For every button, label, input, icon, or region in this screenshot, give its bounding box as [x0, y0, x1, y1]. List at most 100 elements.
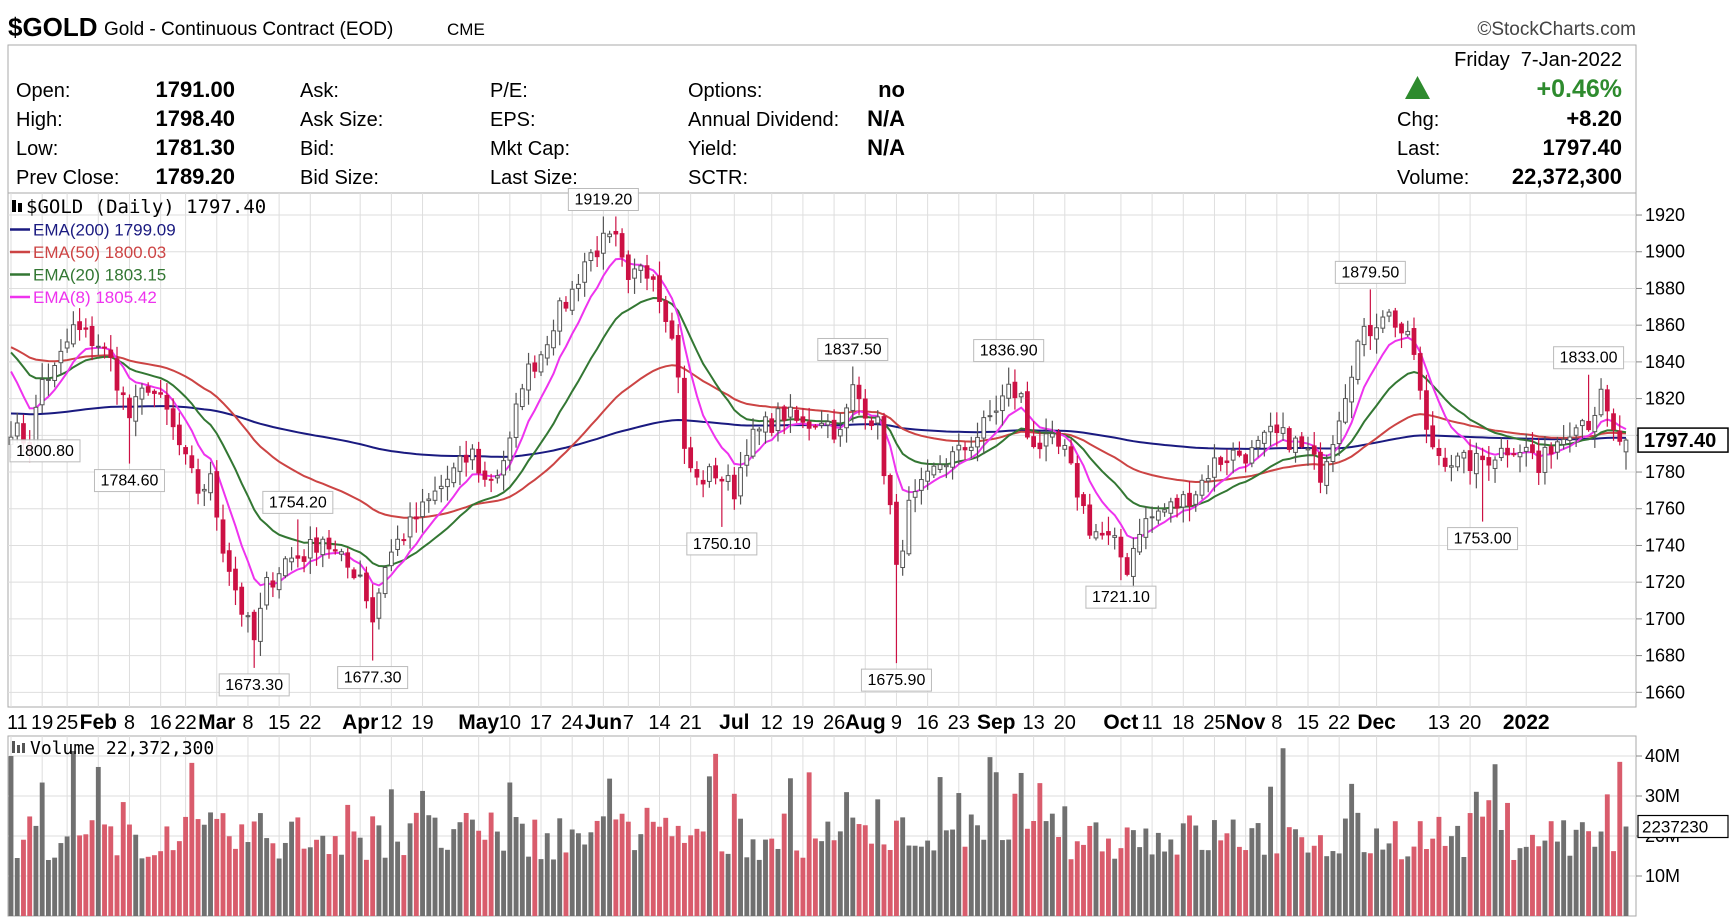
candle: [1536, 450, 1542, 473]
candle: [1037, 442, 1043, 450]
x-tick-label: 18: [1172, 712, 1194, 734]
volume-bar: [1405, 856, 1411, 916]
volume-bar: [1068, 859, 1074, 916]
candle: [1442, 457, 1448, 467]
volume-bar: [950, 829, 955, 916]
x-tick-label: 20: [1459, 712, 1481, 734]
quote-value: no: [878, 77, 905, 102]
price-legend: $GOLD (Daily) 1797.40 EMA(200) 1799.09 EMA…: [10, 196, 266, 307]
price-annotations: 1800.80 1784.60 1673.30 1754.20 1677.30 1919.…: [9, 187, 1625, 697]
volume-bar: [937, 777, 943, 916]
candle: [1417, 353, 1423, 391]
volume-bar: [363, 859, 369, 916]
price-tick-label: 1720: [1645, 572, 1685, 592]
volume-bar: [912, 845, 918, 916]
candle: [463, 454, 469, 463]
volume-bar: [625, 821, 631, 916]
volume-bar: [663, 817, 669, 916]
volume-bar: [1193, 825, 1199, 916]
volume-bar: [887, 849, 893, 916]
volume-bar: [14, 858, 20, 916]
volume-bar: [345, 804, 351, 916]
volume-bar: [58, 843, 64, 916]
candle: [1380, 316, 1386, 329]
candle: [1623, 439, 1629, 453]
volume-bar: [725, 853, 731, 916]
volume-bar: [114, 855, 120, 916]
candle: [925, 470, 930, 482]
candle: [1579, 420, 1585, 427]
quote-label: Chg:: [1397, 109, 1439, 131]
candle: [1018, 393, 1024, 398]
volume-bar: [600, 816, 606, 916]
candle: [89, 325, 95, 347]
candle: [881, 416, 887, 477]
volume-bar: [1318, 835, 1323, 916]
volume-bar: [1106, 838, 1111, 916]
candle: [1112, 535, 1118, 538]
candle: [763, 416, 768, 433]
quote-label: Ask:: [300, 80, 339, 102]
volume-bar: [1486, 800, 1492, 916]
quote-value: 1798.40: [155, 106, 235, 131]
candle: [844, 407, 849, 429]
candle: [1567, 436, 1573, 441]
candle: [601, 232, 606, 254]
volume-bar: [339, 854, 344, 916]
candle: [1249, 447, 1255, 464]
volume-bar: [1592, 846, 1598, 916]
price-tick-label: 1820: [1645, 389, 1685, 409]
price-annotation: 1754.20: [269, 494, 327, 511]
candle: [282, 558, 288, 577]
candle: [1498, 447, 1504, 459]
volume-bar: [1611, 851, 1616, 916]
price-annotation-box: [567, 187, 639, 211]
volume-bar: [1305, 852, 1311, 916]
candle: [133, 396, 139, 422]
volume-bar: [1155, 832, 1161, 916]
volume-bar: [1536, 846, 1542, 916]
volume-bar: [494, 831, 500, 916]
volume-bar: [588, 832, 594, 916]
candle: [1205, 478, 1211, 482]
candle: [619, 233, 625, 258]
candle: [1473, 452, 1479, 475]
volume-bar: [1455, 825, 1461, 916]
candle: [314, 537, 319, 553]
candle: [1367, 325, 1373, 337]
candle: [582, 261, 588, 283]
candle: [1224, 460, 1230, 464]
volume-bar: [1243, 850, 1249, 916]
volume-bar: [688, 835, 694, 916]
volume-bar: [264, 838, 270, 916]
volume-bar: [276, 858, 282, 916]
x-tick-label: 19: [31, 712, 53, 734]
volume-bar: [1355, 812, 1361, 916]
x-tick-label: 11: [1142, 712, 1163, 734]
price-annotation-box: [1085, 585, 1157, 609]
quote-label: Annual Dividend:: [688, 109, 839, 131]
volume-bar: [1074, 841, 1080, 916]
candle: [1162, 509, 1167, 513]
candle: [1592, 414, 1598, 433]
x-tick-label: 15: [1297, 712, 1319, 734]
candle: [526, 363, 531, 391]
volume-bar: [482, 839, 488, 916]
candle: [788, 406, 793, 418]
volume-bar: [39, 782, 45, 916]
quote-label: High:: [16, 109, 63, 131]
candle: [114, 358, 120, 391]
volume-bar: [52, 857, 58, 916]
volume-bar: [1530, 834, 1535, 916]
price-annotation: 1753.00: [1454, 531, 1512, 548]
quote-value: N/A: [867, 106, 905, 131]
volume-bar: [8, 756, 14, 916]
volume-bar: [675, 825, 681, 916]
last-price-label: 1797.40: [1644, 430, 1716, 452]
volume-bar: [1043, 821, 1049, 916]
volume-bar: [644, 807, 650, 916]
candle: [775, 408, 781, 431]
candle: [501, 460, 506, 476]
quote-label: Volume:: [1397, 167, 1469, 189]
candle: [1523, 446, 1529, 452]
